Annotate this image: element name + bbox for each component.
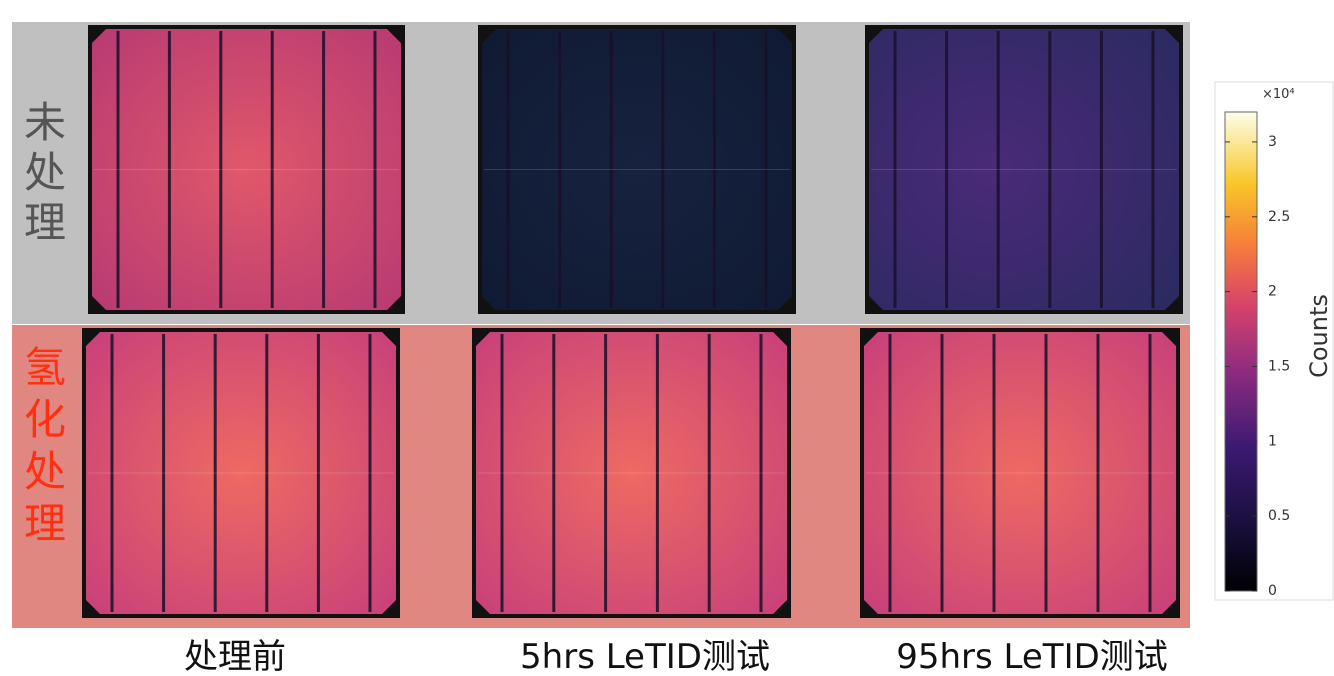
row-label: 未处理 (18, 100, 67, 250)
tick-label: 2.5 (1268, 209, 1290, 225)
colorbar (1225, 112, 1257, 591)
tick-label: 1 (1268, 433, 1277, 449)
figure: 未处理 氢化处理 处理前 5hrs LeTID测试 95hrs LeTID测试 … (0, 0, 1334, 676)
colorbar-multiplier: ×10⁴ (1262, 87, 1295, 102)
column-label: 95hrs LeTID测试 (896, 637, 1168, 676)
tick-label: 0 (1268, 583, 1277, 599)
column-label: 5hrs LeTID测试 (520, 637, 770, 676)
tick-label: 3 (1268, 134, 1277, 150)
row-label: 氢化处理 (18, 345, 67, 553)
tick-label: 2 (1268, 284, 1277, 300)
tick-label: 0.5 (1268, 508, 1290, 524)
colorbar-label: Counts (1305, 294, 1333, 378)
column-label: 处理前 (184, 637, 286, 676)
tick-label: 1.5 (1268, 358, 1290, 374)
